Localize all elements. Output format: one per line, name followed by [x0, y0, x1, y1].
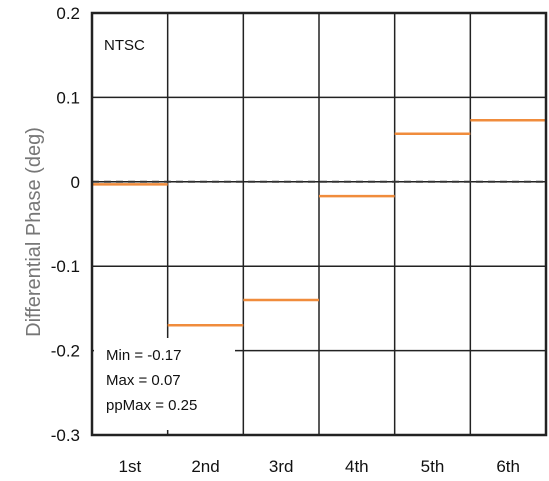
- y-tick-label: -0.1: [51, 257, 80, 276]
- y-tick-label: 0: [71, 173, 80, 192]
- stat-ppmax: ppMax = 0.25: [106, 397, 197, 414]
- y-tick-label: 0.1: [56, 88, 80, 107]
- x-tick-label: 2nd: [191, 457, 219, 476]
- y-tick-label: -0.2: [51, 342, 80, 361]
- stat-max: Max = 0.07: [106, 372, 181, 389]
- x-tick-label: 4th: [345, 457, 369, 476]
- x-tick-labels: 1st 2nd 3rd 4th 5th 6th: [118, 457, 519, 476]
- x-tick-label: 1st: [118, 457, 141, 476]
- x-tick-label: 5th: [421, 457, 445, 476]
- y-tick-labels: 0.2 0.1 0 -0.1 -0.2 -0.3: [51, 4, 80, 445]
- y-axis-label: Differential Phase (deg): [23, 127, 45, 337]
- y-tick-label: -0.3: [51, 426, 80, 445]
- x-tick-label: 6th: [496, 457, 520, 476]
- y-tick-label: 0.2: [56, 4, 80, 23]
- stat-min: Min = -0.17: [106, 347, 181, 364]
- series-label: NTSC: [104, 37, 145, 54]
- x-tick-label: 3rd: [269, 457, 294, 476]
